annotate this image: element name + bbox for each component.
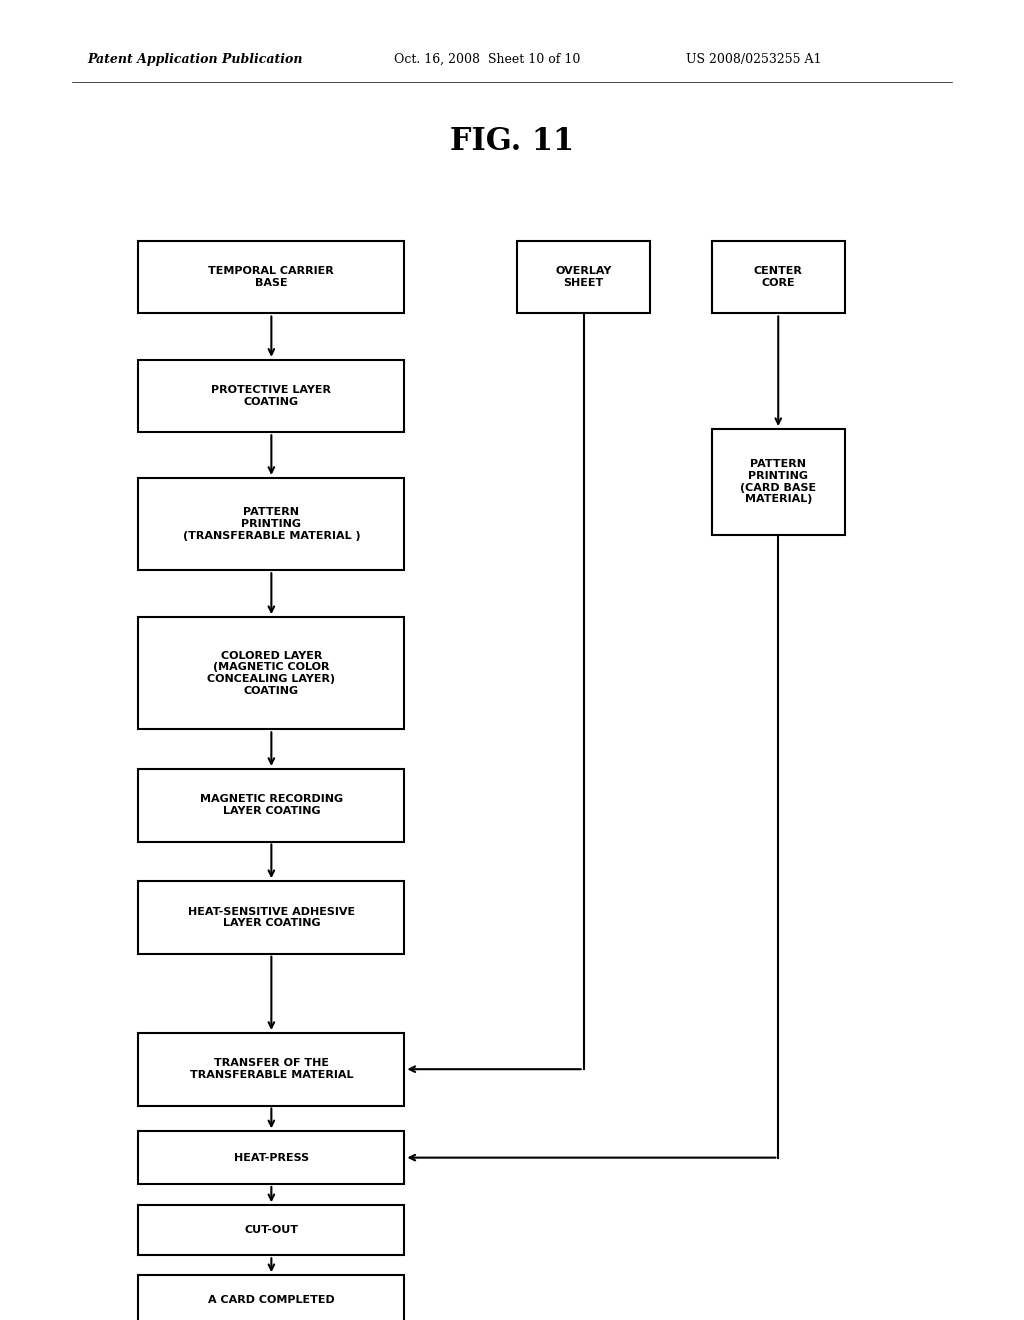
Text: HEAT-PRESS: HEAT-PRESS bbox=[233, 1152, 309, 1163]
Text: Oct. 16, 2008  Sheet 10 of 10: Oct. 16, 2008 Sheet 10 of 10 bbox=[394, 53, 581, 66]
Bar bbox=[138, 478, 404, 570]
Text: Patent Application Publication: Patent Application Publication bbox=[87, 53, 302, 66]
Bar bbox=[138, 240, 404, 313]
Text: TEMPORAL CARRIER
BASE: TEMPORAL CARRIER BASE bbox=[209, 267, 334, 288]
Bar bbox=[138, 618, 404, 729]
Text: CENTER
CORE: CENTER CORE bbox=[754, 267, 803, 288]
Text: A CARD COMPLETED: A CARD COMPLETED bbox=[208, 1295, 335, 1305]
Bar bbox=[138, 1275, 404, 1320]
Text: MAGNETIC RECORDING
LAYER COATING: MAGNETIC RECORDING LAYER COATING bbox=[200, 795, 343, 816]
Text: COLORED LAYER
(MAGNETIC COLOR
CONCEALING LAYER)
COATING: COLORED LAYER (MAGNETIC COLOR CONCEALING… bbox=[207, 651, 336, 696]
Text: HEAT-SENSITIVE ADHESIVE
LAYER COATING: HEAT-SENSITIVE ADHESIVE LAYER COATING bbox=[187, 907, 355, 928]
Bar bbox=[517, 240, 650, 313]
Bar bbox=[712, 429, 845, 535]
Text: US 2008/0253255 A1: US 2008/0253255 A1 bbox=[686, 53, 821, 66]
Bar bbox=[138, 1205, 404, 1255]
Text: PATTERN
PRINTING
(TRANSFERABLE MATERIAL ): PATTERN PRINTING (TRANSFERABLE MATERIAL … bbox=[182, 507, 360, 541]
Bar bbox=[712, 240, 845, 313]
Text: TRANSFER OF THE
TRANSFERABLE MATERIAL: TRANSFER OF THE TRANSFERABLE MATERIAL bbox=[189, 1059, 353, 1080]
Bar bbox=[138, 360, 404, 433]
Text: FIG. 11: FIG. 11 bbox=[450, 125, 574, 157]
Text: CUT-OUT: CUT-OUT bbox=[245, 1225, 298, 1236]
Bar bbox=[138, 1131, 404, 1184]
Bar bbox=[138, 882, 404, 953]
Bar bbox=[138, 1032, 404, 1106]
Bar bbox=[138, 768, 404, 842]
Text: PATTERN
PRINTING
(CARD BASE
MATERIAL): PATTERN PRINTING (CARD BASE MATERIAL) bbox=[740, 459, 816, 504]
Text: PROTECTIVE LAYER
COATING: PROTECTIVE LAYER COATING bbox=[211, 385, 332, 407]
Text: OVERLAY
SHEET: OVERLAY SHEET bbox=[555, 267, 612, 288]
